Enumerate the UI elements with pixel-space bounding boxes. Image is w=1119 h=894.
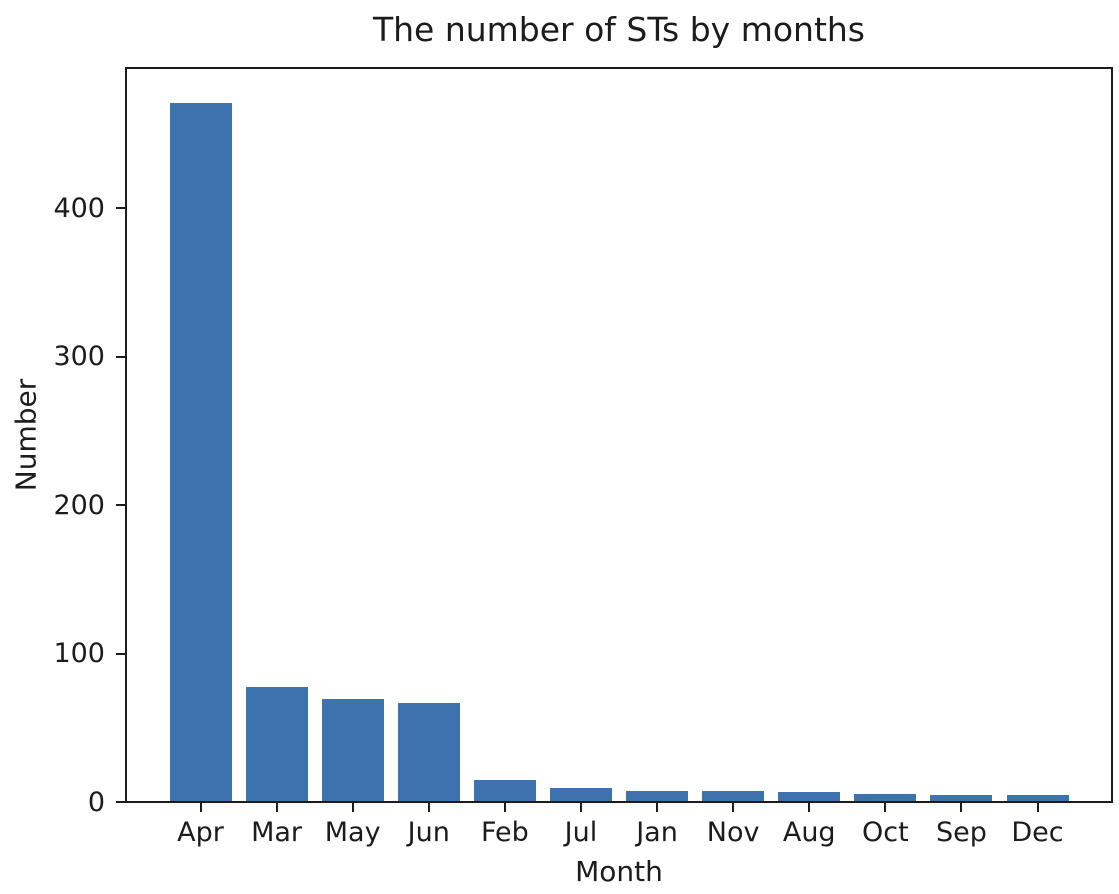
bar-oct xyxy=(854,794,917,801)
y-axis-label: Number xyxy=(9,378,43,492)
plot-area xyxy=(125,67,1113,803)
chart-title: The number of STs by months xyxy=(372,10,866,49)
y-tick-label: 0 xyxy=(87,786,105,818)
x-tick-label: Aug xyxy=(782,817,836,848)
y-tick-label: 300 xyxy=(53,341,105,373)
x-tick-mark xyxy=(1036,803,1039,812)
x-tick-label: Dec xyxy=(1011,817,1064,848)
x-tick-label: Nov xyxy=(706,817,760,848)
bar-jan xyxy=(626,791,689,801)
bar-jun xyxy=(397,703,460,801)
y-tick-label: 100 xyxy=(53,638,105,670)
y-tick-mark xyxy=(116,207,125,210)
bar-aug xyxy=(778,792,841,801)
y-tick-mark xyxy=(116,801,125,803)
x-tick-label: Oct xyxy=(861,817,909,848)
y-tick-mark xyxy=(116,504,125,507)
x-tick-label: Jun xyxy=(407,817,450,848)
x-tick-mark xyxy=(732,803,735,812)
x-tick-label: Mar xyxy=(251,817,303,848)
x-tick-mark xyxy=(656,803,659,812)
x-tick-label: May xyxy=(324,817,381,848)
x-tick-mark xyxy=(884,803,887,812)
x-tick-mark xyxy=(275,803,278,812)
bar-dec xyxy=(1006,795,1069,801)
bar-apr xyxy=(169,103,232,801)
x-tick-mark xyxy=(579,803,582,812)
x-tick-label: Feb xyxy=(480,817,529,848)
x-tick-mark xyxy=(351,803,354,812)
x-tick-mark xyxy=(808,803,811,812)
y-tick-label: 200 xyxy=(53,489,105,521)
bar-may xyxy=(321,699,384,801)
x-tick-mark xyxy=(427,803,430,812)
y-tick-mark xyxy=(116,652,125,655)
x-axis-label: Month xyxy=(575,855,663,888)
bar-mar xyxy=(245,687,308,801)
bar-sep xyxy=(930,795,993,801)
x-tick-label: Sep xyxy=(935,817,987,848)
bar-jul xyxy=(549,788,612,801)
y-tick-label: 400 xyxy=(53,192,105,224)
x-tick-mark xyxy=(503,803,506,812)
x-tick-label: Apr xyxy=(177,817,224,848)
y-tick-mark xyxy=(116,355,125,358)
x-tick-mark xyxy=(199,803,202,812)
x-tick-label: Jan xyxy=(636,817,678,848)
x-tick-label: Jul xyxy=(564,817,598,848)
bar-nov xyxy=(702,791,765,801)
x-tick-mark xyxy=(960,803,963,812)
bar-feb xyxy=(473,780,536,801)
